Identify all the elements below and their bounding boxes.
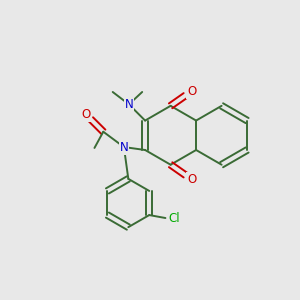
Text: O: O <box>187 173 196 186</box>
Text: O: O <box>81 108 90 121</box>
Text: N: N <box>124 98 133 111</box>
Text: N: N <box>119 141 128 154</box>
Text: O: O <box>187 85 196 98</box>
Text: Cl: Cl <box>169 212 180 224</box>
